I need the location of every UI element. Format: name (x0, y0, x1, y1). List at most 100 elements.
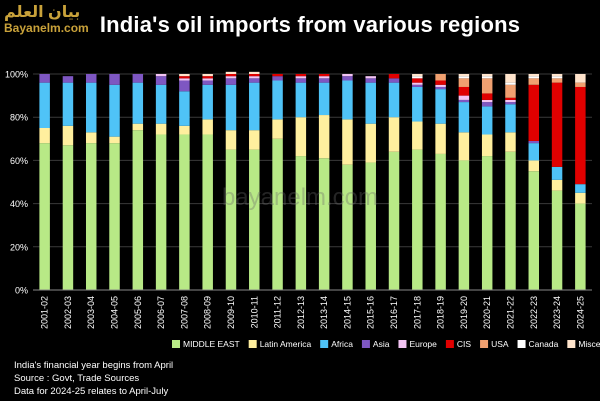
bar-segment (202, 134, 213, 290)
x-tick-label: 2007-08 (179, 296, 189, 329)
legend-item: Miscellaneous (567, 339, 600, 349)
bar-segment (435, 74, 446, 81)
bar-segment (575, 184, 586, 193)
bar-segment (412, 84, 423, 87)
bar-segment (295, 76, 307, 79)
bars (39, 71, 586, 290)
legend-label: Africa (331, 339, 353, 349)
bar-segment (179, 76, 190, 79)
bar-segment (132, 82, 144, 124)
bar-segment (575, 82, 586, 87)
bar-segment (318, 158, 330, 290)
bar-segment (109, 136, 120, 144)
legend-swatch (567, 340, 576, 348)
bar-segment (458, 95, 470, 100)
bar-segment (435, 84, 446, 87)
bar-segment (435, 86, 446, 90)
legend-swatch (320, 340, 329, 348)
legend-item: USA (480, 339, 509, 349)
bar-segment (318, 78, 330, 83)
x-tick-label: 2004-05 (110, 296, 120, 329)
bar-segment (458, 78, 470, 87)
x-tick-label: 2017-18 (412, 296, 422, 329)
bar-segment (342, 76, 353, 81)
logo-arabic: بيان العلم (4, 4, 81, 21)
x-tick-label: 2008-09 (203, 296, 213, 329)
bar-segment (249, 78, 260, 83)
bar-segment (155, 84, 167, 124)
x-tick-label: 2019-20 (459, 296, 469, 329)
legend-label: Latin America (260, 339, 312, 349)
bar-segment (458, 102, 470, 133)
bar-segment (225, 78, 237, 85)
bar-segment (272, 76, 283, 81)
x-axis: 2001-02 2002-03 2003-04 2004-05 2005-06 2006-… (33, 289, 592, 329)
legend: MIDDLE EAST Latin America Africa Asia Europe… (172, 339, 600, 349)
bar-segment (295, 78, 307, 83)
bar-segment (412, 74, 423, 77)
bar-segment (249, 149, 260, 290)
bar-segment (505, 132, 516, 152)
bar-segment (551, 179, 563, 191)
bar-segment (249, 130, 260, 150)
bar-segment (85, 143, 97, 290)
bar-segment (342, 119, 353, 165)
legend-item: Africa (320, 339, 353, 349)
bar-segment (481, 134, 493, 157)
bar-segment (132, 130, 144, 290)
bar-segment (202, 84, 213, 120)
bar-segment (132, 74, 144, 83)
bar-segment (388, 78, 400, 83)
bar-segment (39, 74, 50, 83)
bar-segment (575, 203, 586, 290)
bar-segment (155, 76, 167, 85)
bar-segment (481, 102, 493, 107)
bar-segment (505, 74, 516, 83)
y-tick-label: 0% (15, 286, 28, 296)
bar-segment (109, 143, 120, 290)
bar-segment (272, 74, 283, 77)
x-tick-label: 2002-03 (63, 296, 73, 329)
bar-segment (155, 123, 167, 135)
bar-segment (388, 151, 400, 290)
legend-swatch (480, 340, 489, 348)
bar-segment (295, 82, 307, 118)
bar-segment (202, 76, 213, 79)
bar-segment (318, 115, 330, 159)
bar-segment (85, 74, 97, 83)
bar-segment (528, 76, 540, 79)
bar-segment (179, 91, 190, 126)
bar-segment (225, 84, 237, 131)
y-tick-label: 100% (5, 70, 28, 80)
bar-segment (202, 80, 213, 85)
legend-swatch (398, 340, 407, 348)
bar-segment (155, 134, 167, 290)
logo-english: Bayanelm.com (4, 21, 89, 35)
bar-segment (412, 78, 423, 83)
legend-label: Miscellaneous (578, 339, 600, 349)
y-tick-label: 20% (10, 242, 28, 252)
bar-segment (85, 132, 97, 144)
x-tick-label: 2013-14 (319, 296, 329, 329)
bar-segment (435, 89, 446, 124)
x-tick-label: 2009-10 (226, 296, 236, 329)
bar-segment (481, 76, 493, 79)
bar-segment (109, 84, 120, 137)
bar-segment (458, 99, 470, 103)
bar-segment (458, 74, 470, 77)
bar-segment (528, 78, 540, 85)
bar-segment (388, 82, 400, 118)
x-tick-label: 2022-23 (529, 296, 539, 329)
x-tick-label: 2015-16 (366, 296, 376, 329)
bar-segment (85, 82, 97, 133)
bar-segment (551, 74, 563, 77)
bar-segment (225, 71, 237, 74)
bar-segment (295, 117, 307, 157)
bar-segment (575, 192, 586, 204)
legend-item: Latin America (248, 339, 312, 349)
bar-segment (412, 82, 423, 85)
x-tick-label: 2020-21 (482, 296, 492, 329)
bar-segment (249, 76, 260, 79)
bar-segment (388, 74, 400, 79)
x-tick-label: 2005-06 (133, 296, 143, 329)
